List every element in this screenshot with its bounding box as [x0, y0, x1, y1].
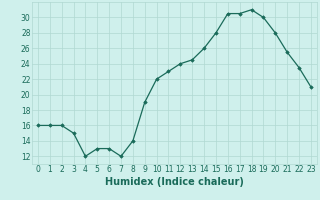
X-axis label: Humidex (Indice chaleur): Humidex (Indice chaleur)	[105, 177, 244, 187]
